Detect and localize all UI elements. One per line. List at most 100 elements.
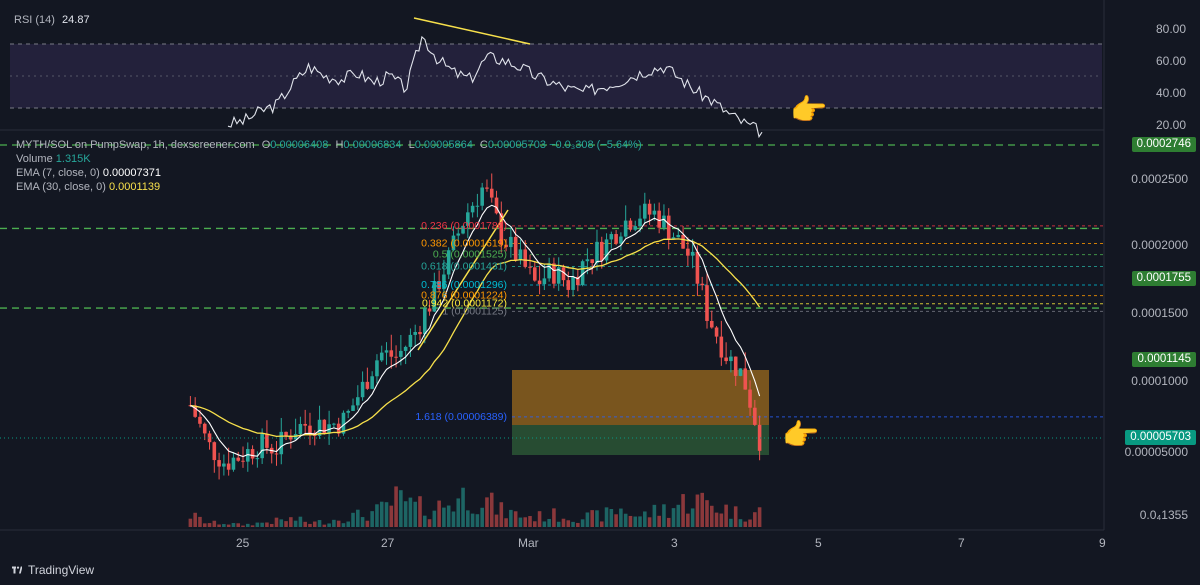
- fib-zone-orange: [512, 370, 769, 425]
- candle-body: [442, 274, 446, 290]
- fib-level-label: 0.5 (0.0001525): [433, 249, 507, 261]
- candle-body: [700, 283, 704, 286]
- candle-body: [547, 263, 551, 279]
- volume-bar: [231, 523, 236, 527]
- ema30-line: [190, 238, 761, 438]
- candle-body: [738, 368, 743, 376]
- time-axis-label: Mar: [518, 536, 539, 550]
- candle-body: [466, 212, 470, 226]
- volume-bar: [394, 486, 398, 527]
- volume-bar: [432, 510, 437, 527]
- candle-body: [260, 433, 264, 459]
- volume-bar: [255, 522, 260, 527]
- volume-bar: [705, 500, 709, 527]
- candle-body: [719, 336, 724, 358]
- volume-bar: [422, 515, 427, 527]
- candle-body: [542, 278, 547, 285]
- volume-bar: [341, 523, 346, 527]
- candle-body: [332, 423, 336, 425]
- candle-body: [250, 449, 255, 459]
- volume-bar: [738, 519, 743, 527]
- candle-body: [456, 233, 461, 236]
- candle-body: [289, 435, 293, 440]
- volume-bar: [480, 507, 484, 527]
- candle-body: [619, 236, 623, 244]
- volume-bar: [523, 517, 528, 527]
- volume-bar: [528, 516, 532, 527]
- volume-bar: [724, 504, 728, 527]
- fib-level-label: 0.236 (0.0001780): [421, 220, 507, 232]
- volume-bar: [360, 517, 365, 527]
- price-trendline: [417, 209, 509, 351]
- candle-body: [666, 215, 671, 240]
- volume-bar: [346, 521, 351, 527]
- candle-body: [446, 250, 451, 275]
- candle-body: [356, 397, 360, 406]
- volume-bar: [595, 510, 599, 527]
- candle-body: [623, 220, 628, 237]
- candle-body: [494, 197, 499, 214]
- candle-body: [628, 220, 633, 230]
- pointing-hand-icon: 👉: [790, 94, 828, 127]
- volume-bar: [580, 519, 585, 527]
- volume-value: 1.315K: [55, 153, 91, 165]
- candle-body: [504, 244, 508, 248]
- volume-bar: [623, 513, 628, 527]
- price-tag-support: 0.0001755: [1131, 271, 1196, 286]
- volume-bar: [753, 512, 757, 527]
- volume-bar: [662, 504, 666, 527]
- tradingview-brand: TradingView: [28, 563, 95, 577]
- volume-bar: [686, 513, 690, 527]
- candle-body: [537, 280, 542, 285]
- candle-body: [394, 356, 398, 358]
- volume-bar: [403, 501, 408, 527]
- candle-body: [418, 332, 422, 335]
- volume-bar: [202, 523, 207, 527]
- candle-body: [279, 431, 284, 455]
- close-value: 0.00005703: [487, 139, 546, 151]
- candle-body: [365, 381, 370, 389]
- candle-body: [590, 259, 594, 263]
- candle-body: [207, 433, 212, 443]
- volume-bar: [470, 513, 475, 527]
- ema7-value: 0.00007371: [102, 167, 161, 179]
- candle-body: [743, 368, 748, 390]
- candle-body: [638, 218, 642, 227]
- low-label: L: [408, 139, 415, 151]
- volume-bar: [757, 507, 762, 527]
- volume-bar: [269, 523, 274, 527]
- candle-body: [561, 267, 566, 281]
- volume-bar: [389, 505, 394, 527]
- volume-bar: [590, 510, 594, 527]
- candle-body: [690, 251, 695, 256]
- tradingview-footer[interactable]: TradingView: [12, 563, 94, 577]
- rsi-axis-20: 20.00: [1155, 118, 1186, 132]
- candle-body: [566, 280, 571, 290]
- volume-bar: [246, 523, 250, 527]
- volume-bar: [217, 524, 221, 527]
- volume-bar: [461, 487, 465, 527]
- volume-bar: [729, 518, 733, 527]
- volume-bar: [408, 497, 413, 527]
- candle-body: [222, 463, 226, 467]
- volume-bar: [379, 501, 384, 527]
- candle-body: [427, 308, 432, 312]
- candle-body: [681, 234, 685, 249]
- volume-bar: [489, 492, 494, 527]
- ema30-value: 0.0001139: [108, 181, 161, 193]
- time-axis-label: 7: [958, 536, 965, 550]
- candle-body: [198, 416, 202, 424]
- volume-bar: [537, 511, 542, 527]
- candle-body: [633, 226, 638, 230]
- candle-body: [308, 425, 312, 433]
- volume-bar: [561, 518, 566, 527]
- candle-body: [231, 457, 236, 470]
- price-axis-label: 0.0001500: [1131, 306, 1188, 320]
- candle-body: [370, 376, 374, 389]
- candle-body: [571, 276, 575, 290]
- volume-bar: [427, 519, 432, 527]
- volume-bar: [604, 507, 609, 527]
- volume-bar: [533, 521, 537, 527]
- candle-body: [303, 423, 307, 426]
